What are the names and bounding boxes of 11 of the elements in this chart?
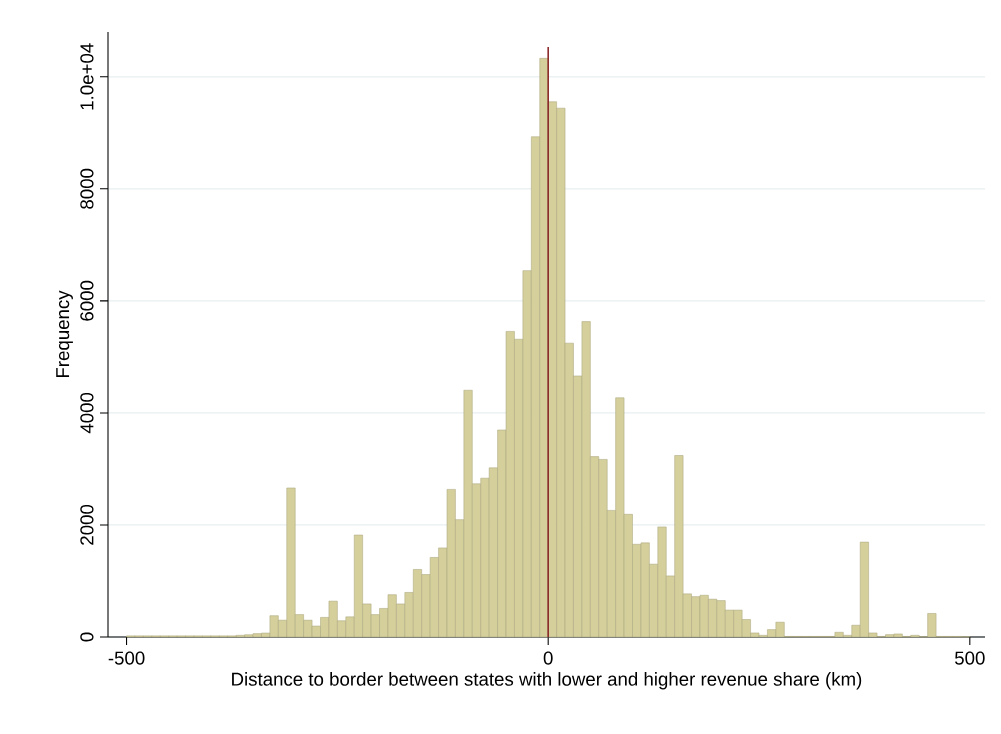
y-tick-label: 1.0e+04 xyxy=(80,43,94,110)
y-axis-title: Frequency xyxy=(56,290,73,378)
x-tick-label: -500 xyxy=(108,651,145,665)
y-tick-label: 2000 xyxy=(80,504,94,545)
y-tick-label: 0 xyxy=(80,632,94,642)
x-tick-label: 500 xyxy=(955,651,985,665)
x-tick-label: 0 xyxy=(543,651,553,665)
x-axis-title: Distance to border between states with lower and higher revenue share (km) xyxy=(232,672,862,690)
y-tick-label: 6000 xyxy=(80,280,94,321)
y-tick-label: 4000 xyxy=(80,392,94,434)
y-tick-label: 8000 xyxy=(80,168,94,209)
